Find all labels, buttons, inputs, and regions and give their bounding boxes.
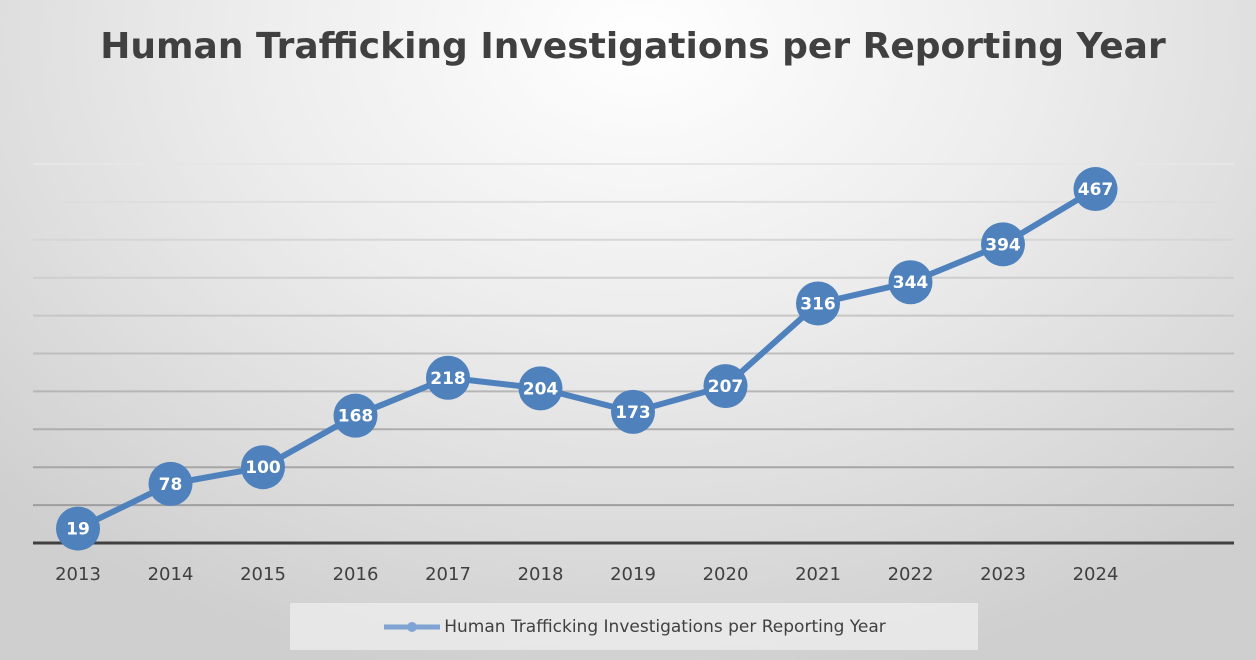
x-tick-label: 2022: [888, 564, 934, 585]
data-label: 78: [159, 475, 183, 495]
chart-title: Human Trafficking Investigations per Rep…: [100, 26, 1166, 67]
data-label: 204: [523, 379, 559, 399]
data-point: [796, 281, 840, 326]
x-tick-label: 2020: [703, 564, 749, 585]
data-label: 19: [66, 520, 90, 540]
legend-line-marker-icon: [384, 621, 441, 632]
x-tick-label: 2021: [795, 564, 841, 585]
data-label: 218: [430, 369, 466, 389]
x-tick-label: 2014: [148, 564, 194, 585]
data-point: [888, 260, 933, 305]
data-label: 467: [1078, 180, 1114, 200]
data-label: 316: [800, 294, 836, 314]
data-point: [1073, 167, 1118, 212]
x-tick-label: 2016: [333, 564, 379, 585]
x-tick-label: 2024: [1073, 564, 1119, 585]
data-point: [981, 222, 1025, 267]
data-point: [148, 461, 193, 506]
x-tick-label: 2018: [518, 564, 564, 585]
data-point: [703, 364, 748, 409]
data-label: 100: [245, 458, 281, 478]
data-point: [56, 506, 100, 551]
data-label: 207: [708, 377, 744, 397]
data-point: [241, 445, 285, 490]
x-tick-label: 2017: [425, 564, 471, 585]
data-point: [426, 355, 470, 400]
data-label: 173: [615, 403, 651, 423]
data-point: [333, 393, 378, 438]
x-tick-label: 2013: [55, 564, 101, 585]
line-chart: 2013 2014 2015 2016 2017 2018 2019 2020 2021 2022…: [33, 163, 1234, 585]
data-label: 344: [893, 273, 929, 293]
legend-label: Human Trafficking Investigations per Rep…: [444, 616, 886, 637]
data-point: [518, 366, 563, 411]
data-point: [611, 389, 655, 434]
x-tick-label: 2015: [240, 564, 286, 585]
legend: Human Trafficking Investigations per Rep…: [290, 603, 978, 650]
data-label: 394: [985, 235, 1021, 255]
x-tick-label: 2023: [980, 564, 1026, 585]
data-label: 168: [338, 407, 374, 427]
x-tick-label: 2019: [610, 564, 656, 585]
